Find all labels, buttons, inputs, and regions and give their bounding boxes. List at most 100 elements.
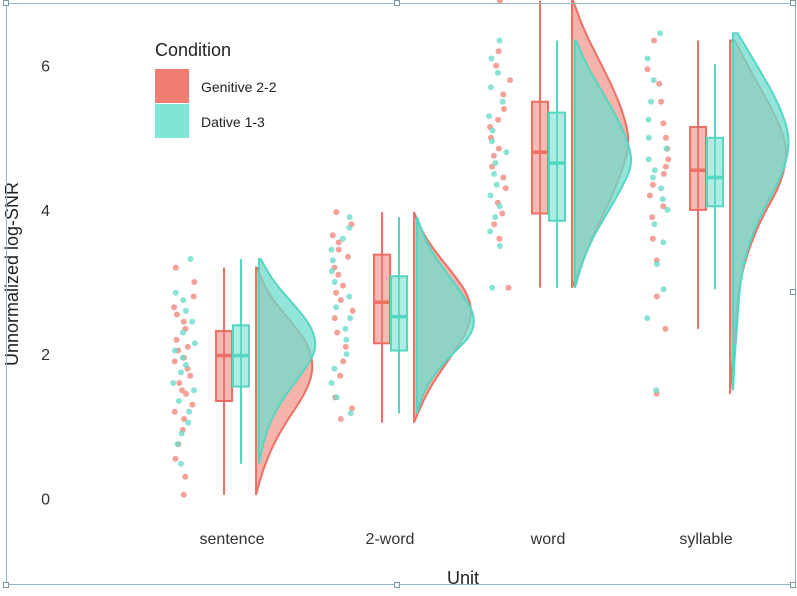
point-dative-2-word-3: [331, 365, 338, 372]
density-dative-sentence: [258, 257, 317, 464]
resize-handle-bottom-left[interactable]: [3, 582, 9, 588]
point-dative-sentence-9: [182, 362, 189, 368]
point-genitive-word-18: [496, 0, 503, 4]
point-dative-sentence-5: [175, 398, 182, 404]
point-genitive-syllable-5: [649, 214, 656, 221]
point-genitive-sentence-7: [189, 401, 196, 408]
legend-title: Condition: [155, 40, 231, 60]
point-dative-syllable-2: [660, 286, 667, 293]
point-dative-syllable-6: [664, 206, 671, 213]
point-dative-syllable-9: [649, 174, 656, 181]
legend-key-dative: [155, 104, 189, 138]
point-genitive-syllable-10: [662, 163, 669, 170]
points-layer: [170, 0, 672, 498]
point-genitive-2-word-14: [345, 253, 351, 260]
point-dative-2-word-4: [343, 351, 350, 358]
point-dative-syllable-10: [651, 167, 658, 174]
point-genitive-2-word-4: [340, 358, 347, 365]
point-genitive-syllable-16: [656, 80, 663, 87]
point-genitive-sentence-9: [179, 387, 185, 394]
point-genitive-sentence-2: [172, 455, 179, 462]
point-genitive-2-word-6: [334, 329, 341, 336]
box-dative-word: [548, 111, 566, 222]
legend-key-genitive: [155, 69, 189, 103]
boxplot-layer: [215, 0, 724, 495]
legend-label-genitive: Genitive 2-2: [201, 79, 277, 95]
point-genitive-syllable-13: [662, 134, 669, 141]
box-dative-syllable: [706, 136, 724, 208]
point-genitive-2-word-3: [337, 372, 344, 379]
point-genitive-syllable-6: [660, 203, 667, 210]
resize-handle-top-left[interactable]: [3, 0, 9, 6]
point-dative-sentence-10: [179, 354, 186, 361]
point-dative-2-word-10: [331, 279, 338, 285]
box-dative-2-word: [390, 275, 408, 352]
x-tick-label-syllable: syllable: [679, 531, 732, 548]
point-dative-sentence-18: [187, 256, 194, 262]
point-genitive-syllable-4: [649, 235, 656, 242]
point-genitive-2-word-1: [349, 405, 355, 412]
point-dative-2-word-2: [328, 380, 335, 386]
point-dative-2-word-5: [343, 336, 350, 343]
point-genitive-word-15: [507, 77, 513, 84]
point-dative-word-1: [496, 243, 503, 249]
point-dative-word-13: [499, 98, 506, 105]
point-genitive-sentence-20: [173, 311, 180, 318]
resize-handle-top[interactable]: [394, 0, 400, 6]
point-dative-word-6: [493, 181, 500, 188]
point-genitive-sentence-19: [180, 318, 187, 325]
point-dative-2-word-16: [346, 214, 353, 221]
point-dative-word-16: [488, 55, 495, 62]
point-genitive-word-14: [500, 91, 507, 98]
point-dative-sentence-16: [180, 297, 187, 304]
x-axis-label: Unit: [447, 568, 479, 588]
point-dative-2-word-9: [346, 293, 353, 300]
point-dative-sentence-3: [185, 419, 192, 426]
point-genitive-syllable-18: [651, 37, 658, 44]
point-genitive-sentence-22: [190, 293, 197, 300]
point-genitive-syllable-11: [665, 156, 672, 163]
point-dative-2-word-1: [333, 394, 340, 401]
point-dative-syllable-4: [660, 239, 667, 246]
point-dative-word-9: [503, 149, 510, 156]
point-dative-syllable-17: [644, 55, 651, 62]
point-genitive-syllable-15: [658, 98, 665, 105]
legend: Condition Genitive 2-2 Dative 1-3: [155, 40, 277, 138]
point-genitive-sentence-1: [182, 473, 189, 480]
y-tick-label-6: 6: [41, 59, 50, 76]
point-genitive-sentence-8: [183, 390, 189, 397]
point-genitive-word-17: [495, 48, 502, 55]
point-dative-word-15: [494, 69, 501, 76]
point-genitive-sentence-10: [176, 380, 183, 386]
point-genitive-sentence-21: [171, 304, 178, 311]
point-genitive-word-12: [495, 116, 502, 123]
resize-handle-bottom[interactable]: [394, 582, 400, 588]
resize-handle-bottom-right[interactable]: [790, 582, 796, 588]
point-dative-word-17: [496, 37, 503, 44]
point-dative-sentence-15: [182, 307, 189, 314]
point-dative-syllable-12: [663, 145, 670, 152]
point-genitive-sentence-11: [187, 372, 194, 379]
point-genitive-2-word-16: [335, 239, 342, 246]
point-genitive-sentence-13: [171, 358, 178, 365]
point-dative-sentence-11: [172, 347, 178, 354]
resize-handle-top-right[interactable]: [790, 0, 796, 6]
resize-handle-right[interactable]: [790, 289, 796, 295]
point-dative-sentence-1: [174, 441, 181, 448]
point-dative-syllable-13: [645, 134, 652, 141]
point-dative-syllable-15: [648, 98, 655, 105]
point-genitive-word-9: [495, 145, 502, 152]
box-genitive-word: [531, 100, 549, 215]
point-genitive-2-word-5: [342, 343, 349, 350]
point-dative-2-word-11: [328, 268, 335, 275]
y-axis: 0 2 4 6: [41, 59, 50, 509]
point-dative-2-word-12: [329, 257, 336, 264]
point-dative-sentence-17: [172, 289, 179, 296]
point-genitive-word-13: [501, 106, 507, 112]
point-dative-word-0: [489, 284, 496, 291]
x-tick-label-word: word: [530, 531, 566, 548]
point-dative-syllable-3: [653, 261, 660, 267]
y-tick-label-4: 4: [41, 203, 50, 220]
